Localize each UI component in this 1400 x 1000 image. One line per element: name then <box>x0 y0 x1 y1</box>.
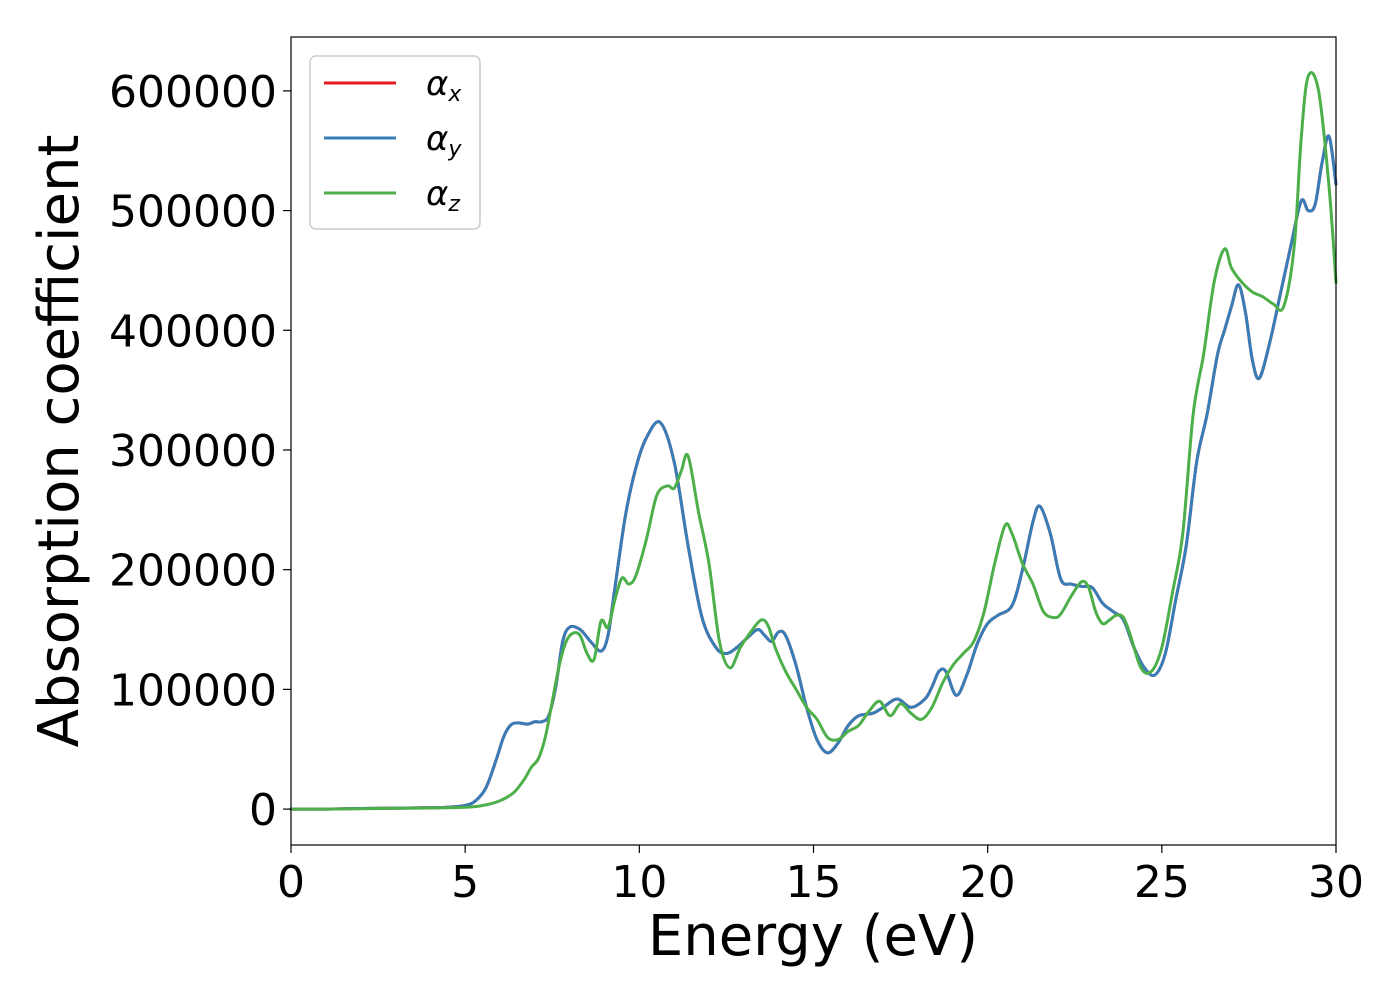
x-tick-label: 15 <box>786 857 842 908</box>
series-line-z <box>289 71 1338 811</box>
y-tick-label: 400000 <box>109 306 277 357</box>
x-tick-label: 25 <box>1134 857 1190 908</box>
x-tick-label: 0 <box>277 857 305 908</box>
y-tick-label: 600000 <box>109 67 277 118</box>
series-line-x <box>289 134 1338 811</box>
legend-label-x: αx <box>426 64 462 107</box>
x-tick-label: 10 <box>611 857 667 908</box>
legend: αx αy αz <box>309 55 481 230</box>
series-line-y <box>289 134 1338 811</box>
x-tick-label: 20 <box>960 857 1016 908</box>
legend-label-z: αz <box>426 174 460 217</box>
x-ticks: 0 5 10 15 20 25 30 <box>277 845 1364 908</box>
x-tick-label: 30 <box>1308 857 1364 908</box>
y-tick-label: 0 <box>249 785 277 836</box>
x-tick-label: 5 <box>451 857 479 908</box>
legend-box <box>309 55 481 230</box>
y-tick-label: 500000 <box>109 187 277 238</box>
y-axis-label: Absorption coefficient <box>27 135 92 748</box>
x-axis-label: Energy (eV) <box>648 904 978 969</box>
legend-label-y: αy <box>426 119 462 162</box>
series-lines <box>289 71 1338 811</box>
y-tick-label: 300000 <box>109 426 277 477</box>
y-tick-label: 200000 <box>109 546 277 597</box>
y-ticks: 0 100000 200000 300000 400000 500000 600000 <box>109 67 291 836</box>
y-tick-label: 100000 <box>109 665 277 716</box>
